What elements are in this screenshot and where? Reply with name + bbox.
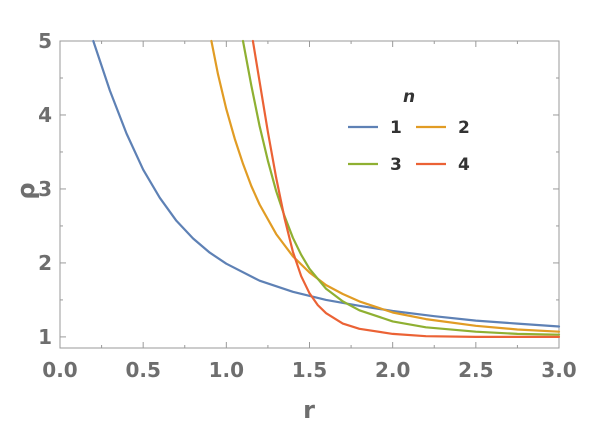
x-tick-label: 1.5: [292, 358, 327, 382]
series-line-n1: [92, 39, 561, 328]
plot-frame: [59, 40, 560, 349]
y-tick-label: 3: [38, 177, 52, 201]
legend-label-n4: 4: [458, 155, 470, 175]
x-tick-label: 2.5: [458, 358, 493, 382]
y-axis-label: ρ: [12, 182, 40, 199]
x-axis-label: r: [303, 396, 315, 424]
axis-ticks: 0.0 0.5 1.0 1.5 2.0 2.5 3.0 1 2 3 4 5: [38, 29, 577, 382]
y-tick-label: 2: [38, 251, 52, 275]
y-tick-label: 4: [38, 103, 52, 127]
x-tick-label: 0.0: [42, 358, 77, 382]
x-tick-label: 1.0: [209, 358, 244, 382]
x-tick-label: 2.0: [375, 358, 410, 382]
legend-label-n2: 2: [458, 118, 470, 138]
legend-label-n1: 1: [390, 118, 402, 138]
legend-label-n3: 3: [390, 155, 402, 175]
series-line-n2: [210, 39, 561, 333]
series-line-n3: [241, 39, 561, 336]
series-line-n4: [251, 39, 561, 338]
legend: n 1 2 3 4: [348, 87, 470, 175]
legend-title: n: [403, 87, 415, 107]
series-lines: [92, 39, 561, 338]
x-tick-label: 3.0: [541, 358, 576, 382]
x-tick-label: 0.5: [125, 358, 160, 382]
y-tick-label: 1: [38, 325, 52, 349]
y-tick-label: 5: [38, 29, 52, 53]
